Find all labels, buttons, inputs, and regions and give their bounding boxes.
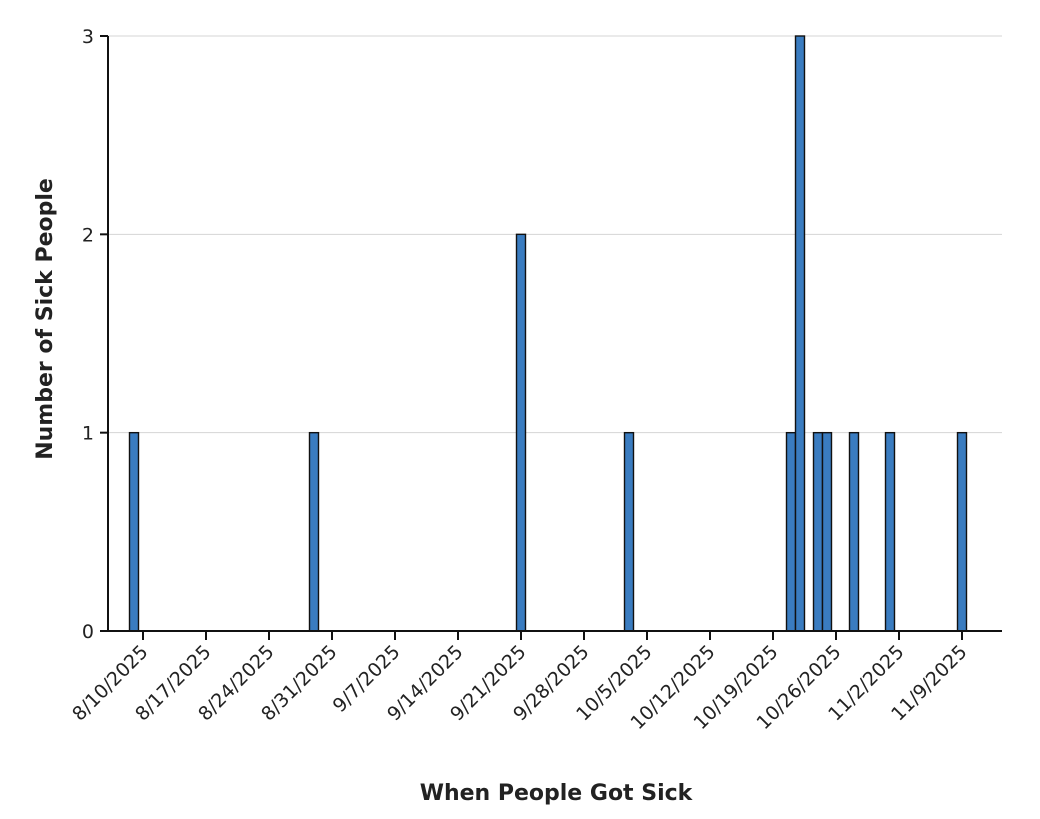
bar-9 (884, 431, 896, 632)
gridlines (108, 35, 1002, 434)
bar-6 (812, 431, 824, 632)
bar-2 (515, 233, 527, 632)
bar-4 (785, 431, 797, 632)
y-tick-label-2: 2 (82, 224, 94, 246)
y-tick-label-1: 1 (82, 423, 94, 445)
bar-5 (794, 35, 806, 632)
bar-1 (308, 431, 320, 632)
bar-8 (848, 431, 860, 632)
y-axis-ticks: 0 1 2 3 (82, 26, 108, 643)
y-tick-label-3: 3 (82, 26, 94, 48)
bar-7 (821, 431, 833, 632)
bar-3 (623, 431, 635, 632)
y-tick-label-0: 0 (82, 621, 94, 643)
axes (107, 36, 1002, 632)
bars (128, 35, 968, 632)
x-axis-title: When People Got Sick (420, 781, 694, 806)
bar-10 (956, 431, 968, 632)
bar-0 (128, 431, 140, 632)
x-axis-ticks: 8/10/20258/17/20258/24/20258/31/20259/7/… (68, 631, 972, 734)
y-axis-title: Number of Sick People (33, 178, 58, 460)
